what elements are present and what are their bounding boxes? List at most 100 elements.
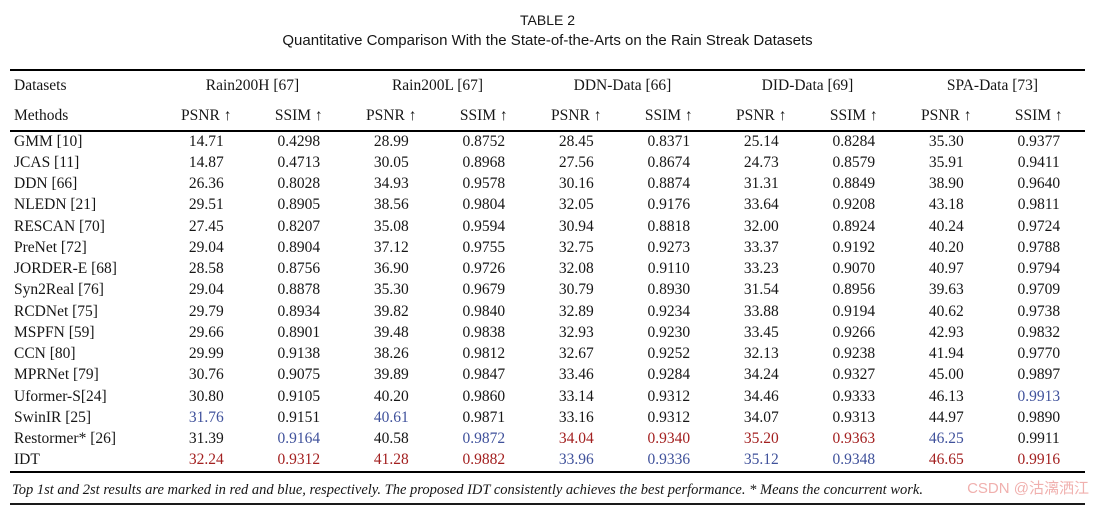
value-cell: 33.88: [743, 302, 779, 320]
psnr-header: PSNR ↑: [160, 101, 253, 132]
ssim-header: SSIM ↑: [992, 101, 1085, 132]
table-row: PreNet [72] 29.04 0.8904 37.12 0.9755 32.75 0.…: [10, 237, 1085, 258]
value-cell: 30.76: [188, 366, 224, 384]
value-cell: 30.94: [558, 217, 594, 235]
value-cell: 34.07: [743, 408, 779, 426]
value-cell: 43.18: [928, 196, 964, 214]
method-name: CCN [80]: [14, 345, 76, 363]
value-cell: 31.54: [743, 281, 779, 299]
table-row: RCDNet [75] 29.79 0.8934 39.82 0.9840 32.89 0.…: [10, 301, 1085, 322]
value-cell: 0.9075: [277, 366, 321, 384]
datasets-label: Datasets: [14, 77, 67, 94]
value-cell: 0.9192: [832, 238, 876, 256]
value-cell: 0.9164: [277, 430, 321, 448]
value-cell: 14.71: [188, 133, 224, 151]
value-cell: 0.9176: [647, 196, 691, 214]
value-cell: 41.28: [373, 451, 409, 469]
table-row: GMM [10] 14.71 0.4298 28.99 0.8752 28.45 0.837…: [10, 131, 1085, 152]
value-cell: 0.8956: [832, 281, 876, 299]
value-cell: 0.9312: [277, 451, 321, 469]
value-cell: 0.9755: [462, 238, 506, 256]
value-cell: 0.8674: [647, 153, 691, 171]
value-cell: 29.79: [188, 302, 224, 320]
results-table-wrap: Datasets Rain200H [67] Rain200L [67] DDN…: [10, 69, 1085, 473]
value-cell: 0.9916: [1017, 451, 1061, 469]
ssim-header: SSIM ↑: [622, 101, 715, 132]
value-cell: 0.9811: [1017, 196, 1060, 214]
value-cell: 0.9594: [462, 217, 506, 235]
value-cell: 0.9070: [832, 260, 876, 278]
value-cell: 0.8756: [277, 260, 321, 278]
method-name: Uformer-S[24]: [14, 387, 107, 405]
table-number: TABLE 2: [520, 12, 575, 28]
value-cell: 24.73: [743, 153, 779, 171]
value-cell: 40.24: [928, 217, 964, 235]
ssim-header: SSIM ↑: [807, 101, 900, 132]
method-name: JORDER-E [68]: [14, 260, 117, 278]
value-cell: 29.04: [188, 281, 224, 299]
value-cell: 34.46: [743, 387, 779, 405]
value-cell: 32.00: [743, 217, 779, 235]
value-cell: 30.79: [558, 281, 594, 299]
value-cell: 0.9709: [1017, 281, 1061, 299]
value-cell: 0.8752: [462, 133, 506, 151]
value-cell: 39.48: [373, 323, 409, 341]
methods-label: Methods: [10, 101, 160, 132]
bottom-rule: [10, 503, 1085, 505]
value-cell: 0.9336: [647, 451, 691, 469]
ssim-header: SSIM ↑: [437, 101, 530, 132]
method-name: Restormer* [26]: [14, 430, 117, 448]
value-cell: 31.31: [743, 175, 779, 193]
method-name: RCDNet [75]: [14, 302, 98, 320]
value-cell: 40.58: [373, 430, 409, 448]
table-row: MSPFN [59] 29.66 0.8901 39.48 0.9838 32.93 0.9…: [10, 322, 1085, 343]
value-cell: 45.00: [928, 366, 964, 384]
method-name: GMM [10]: [14, 133, 83, 151]
table-caption: TABLE 2 Quantitative Comparison With the…: [0, 10, 1095, 52]
value-cell: 0.9890: [1017, 408, 1061, 426]
value-cell: 30.80: [188, 387, 224, 405]
value-cell: 29.51: [188, 196, 224, 214]
value-cell: 0.9348: [832, 451, 876, 469]
value-cell: 41.94: [928, 345, 964, 363]
value-cell: 0.8028: [277, 175, 321, 193]
value-cell: 31.39: [188, 430, 224, 448]
value-cell: 29.99: [188, 345, 224, 363]
value-cell: 35.30: [928, 133, 964, 151]
csdn-watermark: CSDN @沽漓洒江: [967, 480, 1089, 497]
value-cell: 32.93: [558, 323, 594, 341]
table-row: JORDER-E [68] 28.58 0.8756 36.90 0.9726 32.08…: [10, 259, 1085, 280]
method-name: NLEDN [21]: [14, 196, 97, 214]
value-cell: 39.89: [373, 366, 409, 384]
value-cell: 33.46: [558, 366, 594, 384]
value-cell: 0.9726: [462, 260, 506, 278]
table-header: Datasets Rain200H [67] Rain200L [67] DDN…: [10, 71, 1085, 132]
value-cell: 0.9770: [1017, 345, 1061, 363]
value-cell: 40.97: [928, 260, 964, 278]
value-cell: 29.66: [188, 323, 224, 341]
value-cell: 0.9913: [1017, 387, 1061, 405]
table-row: SwinIR [25] 31.76 0.9151 40.61 0.9871 33.16 0.…: [10, 407, 1085, 428]
value-cell: 28.99: [373, 133, 409, 151]
value-cell: 0.8878: [277, 281, 321, 299]
value-cell: 0.9794: [1017, 260, 1061, 278]
value-cell: 0.8207: [277, 217, 321, 235]
value-cell: 14.87: [188, 153, 224, 171]
value-cell: 0.9234: [647, 302, 691, 320]
method-name: DDN [66]: [14, 175, 78, 193]
value-cell: 0.9832: [1017, 323, 1061, 341]
value-cell: 44.97: [928, 408, 964, 426]
value-cell: 0.8930: [647, 281, 691, 299]
table-row: CCN [80] 29.99 0.9138 38.26 0.9812 32.67 0.925…: [10, 344, 1085, 365]
table-row: DDN [66] 26.36 0.8028 34.93 0.9578 30.16 0.887…: [10, 174, 1085, 195]
value-cell: 33.23: [743, 260, 779, 278]
method-name: MPRNet [79]: [14, 366, 99, 384]
value-cell: 0.4298: [277, 133, 321, 151]
method-name: SwinIR [25]: [14, 408, 92, 426]
value-cell: 0.9860: [462, 387, 506, 405]
value-cell: 0.9230: [647, 323, 691, 341]
value-cell: 0.8579: [832, 153, 876, 171]
value-cell: 32.24: [188, 451, 224, 469]
value-cell: 31.76: [188, 408, 224, 426]
